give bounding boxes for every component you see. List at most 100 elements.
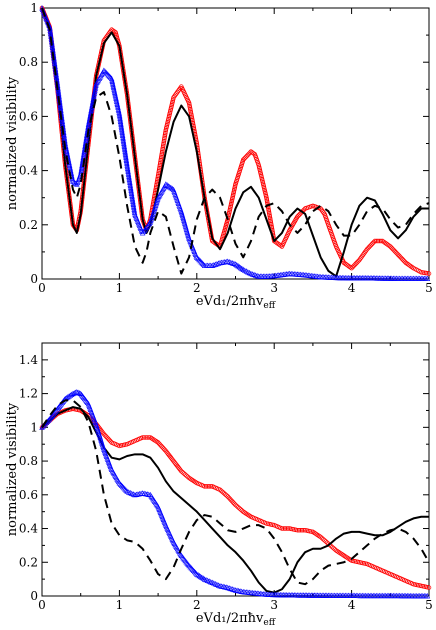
data-point-red-circle bbox=[160, 143, 166, 149]
data-point-blue-triangle bbox=[163, 181, 169, 187]
data-point-blue-triangle bbox=[231, 260, 237, 267]
data-point-blue-triangle bbox=[69, 176, 76, 183]
data-point-red-circle bbox=[155, 440, 161, 445]
data-point-blue-triangle bbox=[107, 74, 114, 80]
data-point-red-circle bbox=[238, 507, 243, 512]
data-point-blue-triangle bbox=[91, 93, 97, 99]
data-point-red-circle bbox=[279, 526, 285, 531]
data-point-blue-triangle bbox=[191, 568, 198, 575]
data-point-red-circle bbox=[217, 487, 223, 492]
data-point-red-circle bbox=[145, 435, 150, 440]
data-point-red-circle bbox=[146, 435, 152, 440]
data-point-red-circle bbox=[234, 503, 240, 509]
data-point-blue-triangle bbox=[197, 573, 204, 580]
data-point-blue-triangle bbox=[217, 583, 223, 589]
data-point-red-circle bbox=[229, 499, 235, 504]
data-point-blue-triangle bbox=[232, 587, 239, 593]
data-point-blue-triangle bbox=[229, 260, 236, 266]
x-axis-label-subscript: eff bbox=[263, 301, 275, 311]
data-point-red-circle bbox=[103, 434, 109, 439]
data-point-red-circle bbox=[297, 212, 302, 217]
data-point-red-circle bbox=[324, 540, 330, 545]
data-point-red-circle bbox=[178, 467, 183, 473]
data-point-red-circle bbox=[319, 535, 325, 541]
data-point-blue-triangle bbox=[225, 258, 231, 264]
y-tick-label: 0.6 bbox=[19, 488, 38, 502]
data-point-red-circle bbox=[222, 491, 228, 497]
data-point-blue-triangle bbox=[89, 102, 95, 109]
data-point-blue-triangle bbox=[223, 584, 229, 590]
data-point-blue-triangle bbox=[221, 584, 228, 590]
data-point-red-circle bbox=[284, 526, 289, 531]
data-point-red-circle bbox=[351, 263, 357, 269]
data-point-blue-triangle bbox=[211, 262, 217, 268]
data-point-blue-triangle bbox=[71, 179, 77, 185]
series-line-black-solid bbox=[41, 7, 429, 278]
x-tick-label: 2 bbox=[193, 281, 201, 295]
data-point-red-circle bbox=[160, 145, 166, 150]
data-point-red-circle bbox=[158, 159, 163, 164]
data-point-blue-triangle bbox=[236, 263, 243, 270]
data-point-blue-triangle bbox=[93, 82, 99, 88]
data-point-blue-triangle bbox=[90, 96, 96, 103]
data-point-red-circle bbox=[372, 238, 378, 244]
data-point-red-circle bbox=[159, 151, 165, 157]
data-point-red-circle bbox=[299, 527, 305, 533]
data-point-blue-triangle bbox=[186, 562, 192, 569]
data-point-blue-triangle bbox=[239, 588, 245, 594]
data-point-red-circle bbox=[101, 431, 107, 437]
data-point-blue-triangle bbox=[178, 552, 185, 559]
data-point-blue-triangle bbox=[88, 106, 95, 112]
data-point-blue-triangle bbox=[121, 484, 127, 491]
x-tick-label: 1 bbox=[116, 598, 124, 612]
x-axis-label-main: eVd₁/2πħv bbox=[196, 611, 264, 626]
data-point-blue-triangle bbox=[75, 389, 81, 395]
data-point-red-circle bbox=[182, 472, 188, 477]
data-point-red-circle bbox=[161, 142, 166, 147]
x-tick-label: 5 bbox=[425, 598, 433, 612]
series-blue-triangles bbox=[39, 389, 431, 599]
y-tick-label: 0.8 bbox=[19, 454, 38, 468]
data-point-red-circle bbox=[158, 156, 164, 161]
series-black-solid bbox=[41, 406, 429, 594]
data-point-blue-triangle bbox=[197, 257, 203, 264]
data-point-blue-triangle bbox=[214, 260, 220, 267]
data-point-blue-triangle bbox=[239, 265, 245, 272]
data-point-blue-triangle bbox=[85, 121, 92, 128]
data-point-red-circle bbox=[157, 162, 163, 168]
data-point-blue-triangle bbox=[183, 558, 189, 565]
data-point-red-circle bbox=[244, 154, 249, 159]
data-point-blue-triangle bbox=[53, 407, 60, 413]
data-point-blue-triangle bbox=[74, 389, 80, 395]
data-point-blue-triangle bbox=[165, 183, 172, 189]
data-point-red-circle bbox=[163, 130, 168, 136]
data-point-blue-triangle bbox=[193, 569, 199, 576]
data-point-blue-triangle bbox=[90, 95, 97, 101]
data-point-blue-triangle bbox=[78, 390, 84, 397]
data-point-blue-triangle bbox=[55, 404, 62, 411]
series-line-black-dashed bbox=[41, 399, 430, 586]
data-point-blue-triangle bbox=[86, 120, 92, 126]
data-point-red-circle bbox=[143, 435, 148, 440]
data-point-blue-triangle bbox=[103, 69, 109, 76]
data-point-blue-triangle bbox=[199, 260, 206, 266]
data-point-red-circle bbox=[160, 445, 165, 450]
data-point-blue-triangle bbox=[164, 182, 170, 188]
data-point-blue-triangle bbox=[139, 490, 146, 496]
data-point-blue-triangle bbox=[66, 393, 72, 399]
data-point-red-circle bbox=[221, 490, 227, 496]
data-point-blue-triangle bbox=[180, 555, 186, 561]
x-tick-label: 3 bbox=[270, 281, 278, 295]
series-red-open-circles bbox=[39, 406, 432, 590]
data-point-blue-triangle bbox=[235, 263, 241, 269]
data-point-red-circle bbox=[394, 251, 400, 256]
data-point-red-circle bbox=[298, 527, 303, 533]
data-point-blue-triangle bbox=[237, 588, 243, 594]
data-point-red-circle bbox=[377, 238, 382, 244]
data-point-red-circle bbox=[352, 262, 358, 267]
data-point-blue-triangle bbox=[92, 88, 98, 95]
data-point-red-circle bbox=[160, 146, 165, 152]
series-line-black-solid bbox=[41, 406, 429, 594]
data-point-blue-triangle bbox=[135, 491, 141, 497]
